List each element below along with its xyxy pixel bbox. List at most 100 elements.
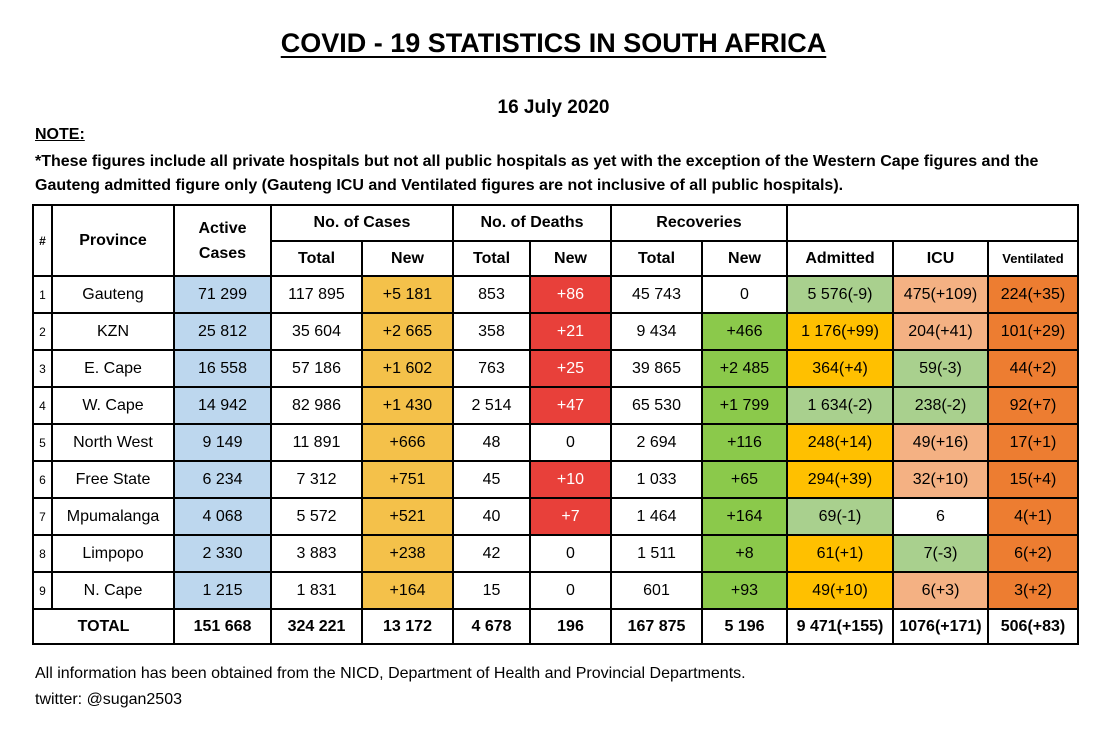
deaths-total-cell: 358 xyxy=(452,312,531,351)
province-cell: Gauteng xyxy=(51,275,175,314)
row-number: 5 xyxy=(32,423,53,462)
recoveries-total-cell: 2 694 xyxy=(610,423,703,462)
row-number: 2 xyxy=(32,312,53,351)
province-cell: N. Cape xyxy=(51,571,175,610)
row-number: 6 xyxy=(32,460,53,499)
total-icu: 1076(+171) xyxy=(892,608,989,645)
deaths-new-cell: +10 xyxy=(529,460,612,499)
active-cases-cell: 16 558 xyxy=(173,349,272,388)
header-cases-group: No. of Cases xyxy=(270,204,454,242)
icu-cell: 49(+16) xyxy=(892,423,989,462)
province-cell: North West xyxy=(51,423,175,462)
total-recoveries-total: 167 875 xyxy=(610,608,703,645)
table-row: 8 Limpopo 2 330 3 883 +238 42 0 1 511 +8… xyxy=(32,534,1079,573)
admitted-cell: 364(+4) xyxy=(786,349,894,388)
cases-new-cell: +666 xyxy=(361,423,454,462)
total-ventilated: 506(+83) xyxy=(987,608,1079,645)
header-cases-total: Total xyxy=(270,240,363,277)
cases-total-cell: 7 312 xyxy=(270,460,363,499)
row-number: 1 xyxy=(32,275,53,314)
header-number: # xyxy=(32,204,53,277)
deaths-total-cell: 45 xyxy=(452,460,531,499)
header-deaths-group: No. of Deaths xyxy=(452,204,612,242)
table-row: 7 Mpumalanga 4 068 5 572 +521 40 +7 1 46… xyxy=(32,497,1079,536)
province-cell: W. Cape xyxy=(51,386,175,425)
table-row: 4 W. Cape 14 942 82 986 +1 430 2 514 +47… xyxy=(32,386,1079,425)
deaths-new-cell: +21 xyxy=(529,312,612,351)
page-title: COVID - 19 STATISTICS IN SOUTH AFRICA xyxy=(280,28,827,58)
cases-total-cell: 1 831 xyxy=(270,571,363,610)
table-row: 6 Free State 6 234 7 312 +751 45 +10 1 0… xyxy=(32,460,1079,499)
cases-total-cell: 3 883 xyxy=(270,534,363,573)
total-recoveries-new: 5 196 xyxy=(701,608,788,645)
admitted-cell: 1 176(+99) xyxy=(786,312,894,351)
source-note: All information has been obtained from t… xyxy=(35,665,746,682)
active-cases-cell: 2 330 xyxy=(173,534,272,573)
recoveries-total-cell: 65 530 xyxy=(610,386,703,425)
active-cases-cell: 25 812 xyxy=(173,312,272,351)
note-text: *These figures include all private hospi… xyxy=(35,153,1039,194)
province-cell: Free State xyxy=(51,460,175,499)
table-row: 3 E. Cape 16 558 57 186 +1 602 763 +25 3… xyxy=(32,349,1079,388)
admitted-cell: 61(+1) xyxy=(786,534,894,573)
cases-new-cell: +521 xyxy=(361,497,454,536)
table-row: 5 North West 9 149 11 891 +666 48 0 2 69… xyxy=(32,423,1079,462)
row-number: 8 xyxy=(32,534,53,573)
active-cases-cell: 4 068 xyxy=(173,497,272,536)
province-cell: Mpumalanga xyxy=(51,497,175,536)
recoveries-new-cell: +116 xyxy=(701,423,788,462)
report-date: 16 July 2020 xyxy=(497,97,610,118)
recoveries-new-cell: +8 xyxy=(701,534,788,573)
row-number: 3 xyxy=(32,349,53,388)
deaths-new-cell: +25 xyxy=(529,349,612,388)
header-recoveries-group: Recoveries xyxy=(610,204,788,242)
recoveries-new-cell: +2 485 xyxy=(701,349,788,388)
deaths-total-cell: 48 xyxy=(452,423,531,462)
recoveries-total-cell: 39 865 xyxy=(610,349,703,388)
recoveries-new-cell: +65 xyxy=(701,460,788,499)
admitted-cell: 1 634(-2) xyxy=(786,386,894,425)
cases-new-cell: +751 xyxy=(361,460,454,499)
header-admitted: Admitted xyxy=(786,240,894,277)
total-active-cases: 151 668 xyxy=(173,608,272,645)
row-number: 9 xyxy=(32,571,53,610)
active-cases-cell: 1 215 xyxy=(173,571,272,610)
ventilated-cell: 92(+7) xyxy=(987,386,1079,425)
cases-new-cell: +238 xyxy=(361,534,454,573)
statistics-table: # Province Active Cases No. of Cases No.… xyxy=(32,204,1079,645)
header-ventilated: Ventilated xyxy=(987,240,1079,277)
icu-cell: 6 xyxy=(892,497,989,536)
row-number: 4 xyxy=(32,386,53,425)
active-cases-cell: 14 942 xyxy=(173,386,272,425)
deaths-new-cell: 0 xyxy=(529,534,612,573)
recoveries-total-cell: 45 743 xyxy=(610,275,703,314)
total-row: TOTAL 151 668 324 221 13 172 4 678 196 1… xyxy=(32,608,1079,645)
table-row: 1 Gauteng 71 299 117 895 +5 181 853 +86 … xyxy=(32,275,1079,314)
recoveries-new-cell: 0 xyxy=(701,275,788,314)
deaths-total-cell: 15 xyxy=(452,571,531,610)
icu-cell: 475(+109) xyxy=(892,275,989,314)
total-cases-total: 324 221 xyxy=(270,608,363,645)
icu-cell: 238(-2) xyxy=(892,386,989,425)
header-row-2: Total New Total New Total New Admitted I… xyxy=(33,240,1079,277)
recoveries-total-cell: 1 033 xyxy=(610,460,703,499)
cases-new-cell: +164 xyxy=(361,571,454,610)
deaths-total-cell: 42 xyxy=(452,534,531,573)
deaths-total-cell: 2 514 xyxy=(452,386,531,425)
cases-total-cell: 5 572 xyxy=(270,497,363,536)
cases-total-cell: 82 986 xyxy=(270,386,363,425)
active-cases-cell: 71 299 xyxy=(173,275,272,314)
recoveries-total-cell: 601 xyxy=(610,571,703,610)
total-cases-new: 13 172 xyxy=(361,608,454,645)
recoveries-total-cell: 1 511 xyxy=(610,534,703,573)
deaths-total-cell: 40 xyxy=(452,497,531,536)
admitted-cell: 69(-1) xyxy=(786,497,894,536)
cases-total-cell: 35 604 xyxy=(270,312,363,351)
header-recoveries-total: Total xyxy=(610,240,703,277)
twitter-handle: twitter: @sugan2503 xyxy=(35,691,182,708)
cases-new-cell: +5 181 xyxy=(361,275,454,314)
province-cell: Limpopo xyxy=(51,534,175,573)
icu-cell: 6(+3) xyxy=(892,571,989,610)
total-deaths-new: 196 xyxy=(529,608,612,645)
deaths-total-cell: 853 xyxy=(452,275,531,314)
